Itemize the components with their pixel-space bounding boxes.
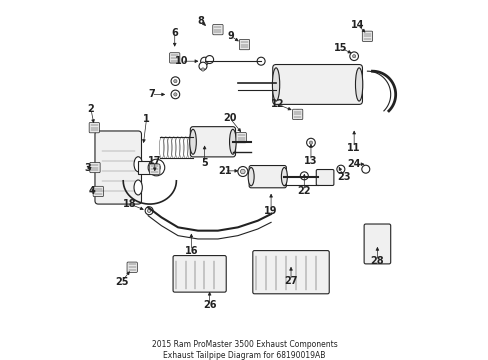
Text: 9: 9: [227, 31, 234, 41]
Text: 7: 7: [148, 89, 155, 99]
FancyBboxPatch shape: [292, 109, 302, 120]
Circle shape: [201, 68, 204, 71]
Circle shape: [145, 207, 153, 215]
Circle shape: [361, 165, 369, 173]
Ellipse shape: [134, 157, 142, 172]
Ellipse shape: [189, 129, 196, 154]
Circle shape: [352, 55, 355, 58]
FancyBboxPatch shape: [169, 53, 180, 63]
Text: 21: 21: [217, 166, 231, 176]
FancyBboxPatch shape: [138, 161, 155, 174]
FancyBboxPatch shape: [239, 40, 249, 50]
Circle shape: [171, 77, 179, 85]
Circle shape: [200, 57, 208, 65]
Text: 18: 18: [123, 199, 137, 209]
Text: 16: 16: [184, 246, 198, 256]
Text: 10: 10: [174, 56, 188, 66]
Ellipse shape: [272, 68, 279, 101]
Text: 3: 3: [84, 162, 91, 172]
Text: 2015 Ram ProMaster 3500 Exhaust Components
Exhaust Tailpipe Diagram for 68190019: 2015 Ram ProMaster 3500 Exhaust Componen…: [151, 340, 337, 360]
Ellipse shape: [355, 68, 362, 101]
Text: 5: 5: [201, 158, 207, 167]
Text: 1: 1: [143, 114, 149, 124]
Text: 11: 11: [346, 143, 360, 153]
Circle shape: [306, 138, 315, 147]
FancyBboxPatch shape: [316, 170, 333, 185]
FancyBboxPatch shape: [236, 132, 246, 143]
FancyBboxPatch shape: [127, 262, 137, 273]
Text: 27: 27: [284, 275, 297, 285]
FancyBboxPatch shape: [252, 251, 328, 294]
Ellipse shape: [229, 129, 236, 154]
FancyBboxPatch shape: [173, 256, 226, 292]
Text: 15: 15: [333, 43, 347, 53]
Circle shape: [205, 55, 213, 63]
Ellipse shape: [281, 167, 287, 186]
Text: 22: 22: [297, 186, 310, 196]
Text: 17: 17: [148, 156, 161, 166]
FancyBboxPatch shape: [93, 186, 103, 197]
Text: 28: 28: [370, 256, 384, 266]
Circle shape: [152, 163, 160, 171]
Text: 26: 26: [203, 301, 216, 310]
FancyBboxPatch shape: [272, 64, 362, 104]
FancyBboxPatch shape: [249, 166, 286, 188]
FancyBboxPatch shape: [95, 131, 141, 204]
Text: 23: 23: [337, 172, 350, 183]
Text: 24: 24: [346, 159, 360, 169]
Ellipse shape: [134, 180, 142, 195]
FancyBboxPatch shape: [90, 162, 100, 173]
Circle shape: [300, 172, 307, 180]
Circle shape: [349, 52, 358, 60]
FancyBboxPatch shape: [362, 31, 372, 41]
Text: 14: 14: [350, 20, 364, 30]
Circle shape: [148, 159, 164, 176]
Text: 4: 4: [88, 186, 95, 196]
Text: 8: 8: [198, 16, 204, 26]
FancyBboxPatch shape: [364, 224, 390, 264]
Text: 12: 12: [270, 99, 284, 109]
Text: 19: 19: [264, 206, 277, 216]
Circle shape: [237, 167, 247, 176]
Circle shape: [173, 80, 177, 83]
Circle shape: [295, 113, 299, 116]
Circle shape: [199, 62, 206, 70]
Circle shape: [240, 169, 244, 174]
Text: 6: 6: [171, 28, 178, 38]
Text: 13: 13: [304, 156, 317, 166]
Circle shape: [336, 165, 344, 173]
FancyBboxPatch shape: [149, 164, 160, 174]
Text: 2: 2: [87, 104, 94, 114]
Circle shape: [309, 141, 312, 144]
Circle shape: [293, 110, 302, 119]
FancyBboxPatch shape: [190, 127, 235, 157]
Ellipse shape: [247, 167, 254, 186]
FancyBboxPatch shape: [212, 24, 223, 35]
Circle shape: [171, 90, 179, 99]
Circle shape: [147, 209, 150, 212]
Text: 25: 25: [115, 277, 128, 287]
Circle shape: [173, 93, 177, 96]
Text: 20: 20: [223, 113, 236, 123]
FancyBboxPatch shape: [89, 122, 99, 133]
Circle shape: [257, 57, 264, 65]
